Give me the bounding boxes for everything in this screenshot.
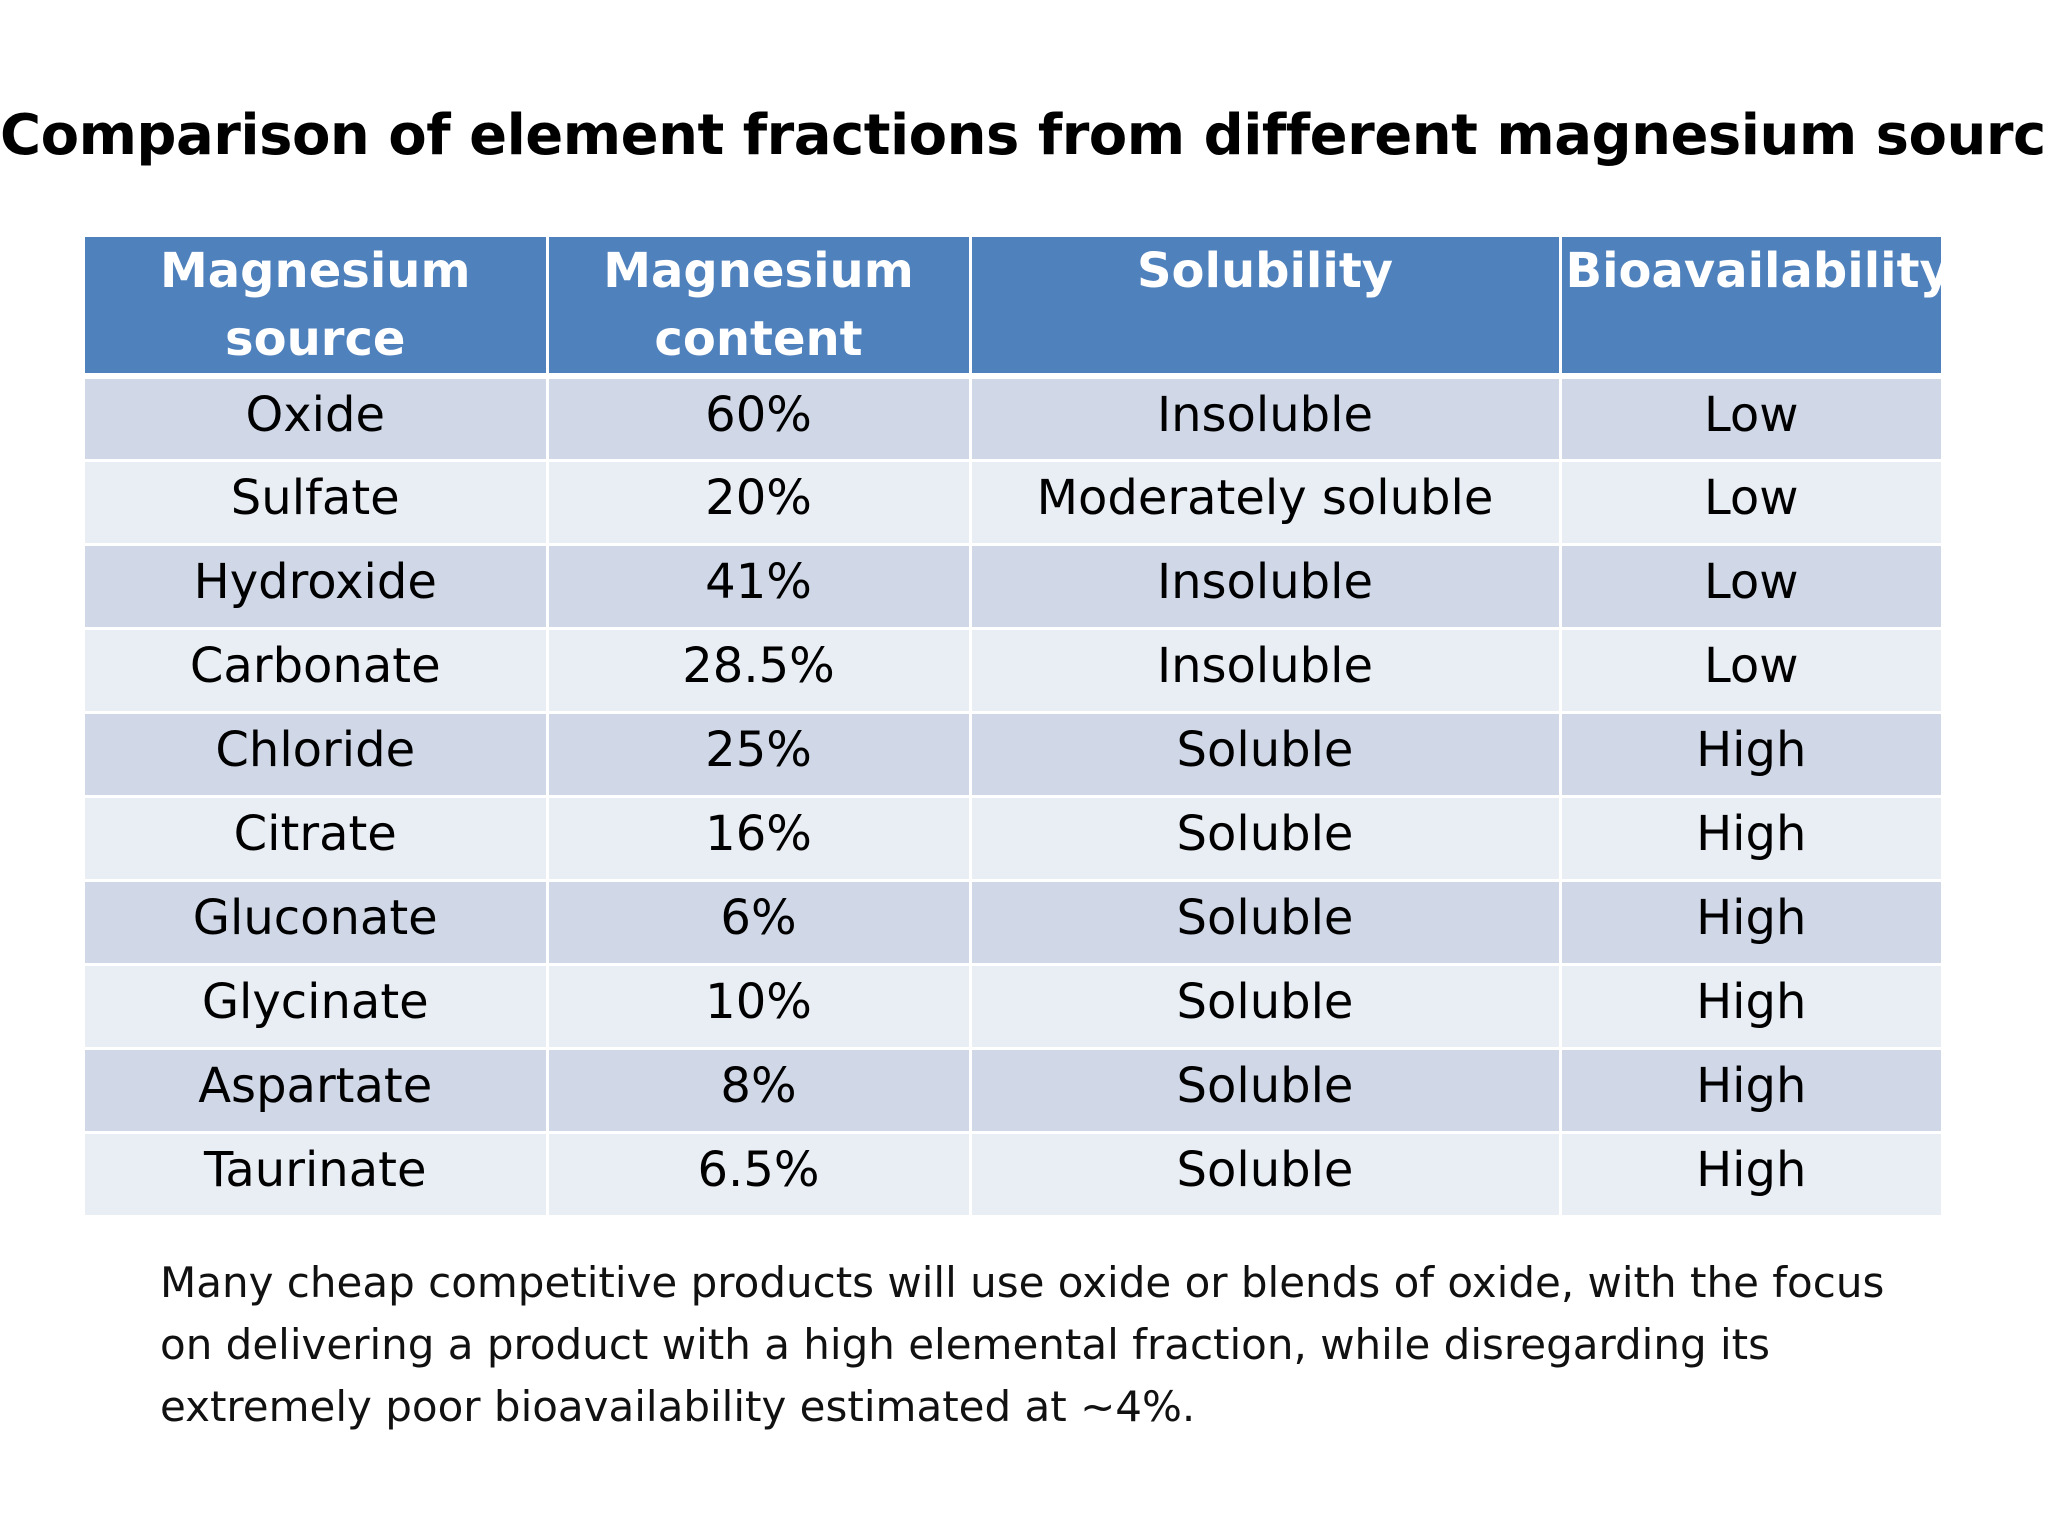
cell-solubility: Insoluble [970,376,1562,462]
cell-source: Taurinate [85,1132,549,1218]
footnote-text: Many cheap competitive products will use… [160,1258,1885,1431]
cell-source: Hydroxide [85,544,549,630]
cell-source: Glycinate [85,964,549,1050]
cell-source: Sulfate [85,460,549,546]
header-solubility: Solubility [970,237,1562,379]
cell-bioavailability: High [1560,796,1941,882]
cell-bioavailability: High [1560,1048,1941,1134]
cell-solubility: Insoluble [970,628,1562,714]
cell-content: 10% [547,964,972,1050]
cell-bioavailability: High [1560,712,1941,798]
cell-solubility: Soluble [970,880,1562,966]
cell-bioavailability: High [1560,880,1941,966]
cell-solubility: Soluble [970,796,1562,882]
cell-content: 20% [547,460,972,546]
cell-source: Gluconate [85,880,549,966]
cell-content: 16% [547,796,972,882]
table-row: Chloride 25% Soluble High [85,712,1941,798]
header-magnesium-content: Magnesium content [547,237,972,379]
cell-content: 6% [547,880,972,966]
cell-content: 41% [547,544,972,630]
cell-solubility: Insoluble [970,544,1562,630]
cell-source: Citrate [85,796,549,882]
table-row: Aspartate 8% Soluble High [85,1048,1941,1134]
slide-title: Comparison of element fractions from dif… [0,103,2048,168]
cell-bioavailability: Low [1560,628,1941,714]
cell-bioavailability: High [1560,964,1941,1050]
table-row: Taurinate 6.5% Soluble High [85,1132,1941,1218]
cell-bioavailability: Low [1560,376,1941,462]
cell-solubility: Moderately soluble [970,460,1562,546]
header-bioavailability: Bioavailability [1560,237,1951,379]
cell-solubility: Soluble [970,964,1562,1050]
table-row: Sulfate 20% Moderately soluble Low [85,460,1941,546]
table-header-row: Magnesium source Magnesium content Solub… [85,237,1951,379]
magnesium-sources-table: Magnesium source Magnesium content Solub… [85,237,1951,1218]
table-row: Carbonate 28.5% Insoluble Low [85,628,1941,714]
cell-bioavailability: Low [1560,544,1941,630]
cell-source: Carbonate [85,628,549,714]
cell-solubility: Soluble [970,1132,1562,1218]
cell-solubility: Soluble [970,712,1562,798]
cell-bioavailability: High [1560,1132,1941,1218]
cell-source: Oxide [85,376,549,462]
table-row: Glycinate 10% Soluble High [85,964,1941,1050]
cell-content: 25% [547,712,972,798]
cell-content: 6.5% [547,1132,972,1218]
cell-source: Aspartate [85,1048,549,1134]
cell-solubility: Soluble [970,1048,1562,1134]
cell-bioavailability: Low [1560,460,1941,546]
table-row: Hydroxide 41% Insoluble Low [85,544,1941,630]
cell-content: 60% [547,376,972,462]
table-row: Gluconate 6% Soluble High [85,880,1941,966]
table-row: Citrate 16% Soluble High [85,796,1941,882]
cell-source: Chloride [85,712,549,798]
header-magnesium-source: Magnesium source [85,237,549,379]
cell-content: 8% [547,1048,972,1134]
table-row: Oxide 60% Insoluble Low [85,376,1941,462]
cell-content: 28.5% [547,628,972,714]
